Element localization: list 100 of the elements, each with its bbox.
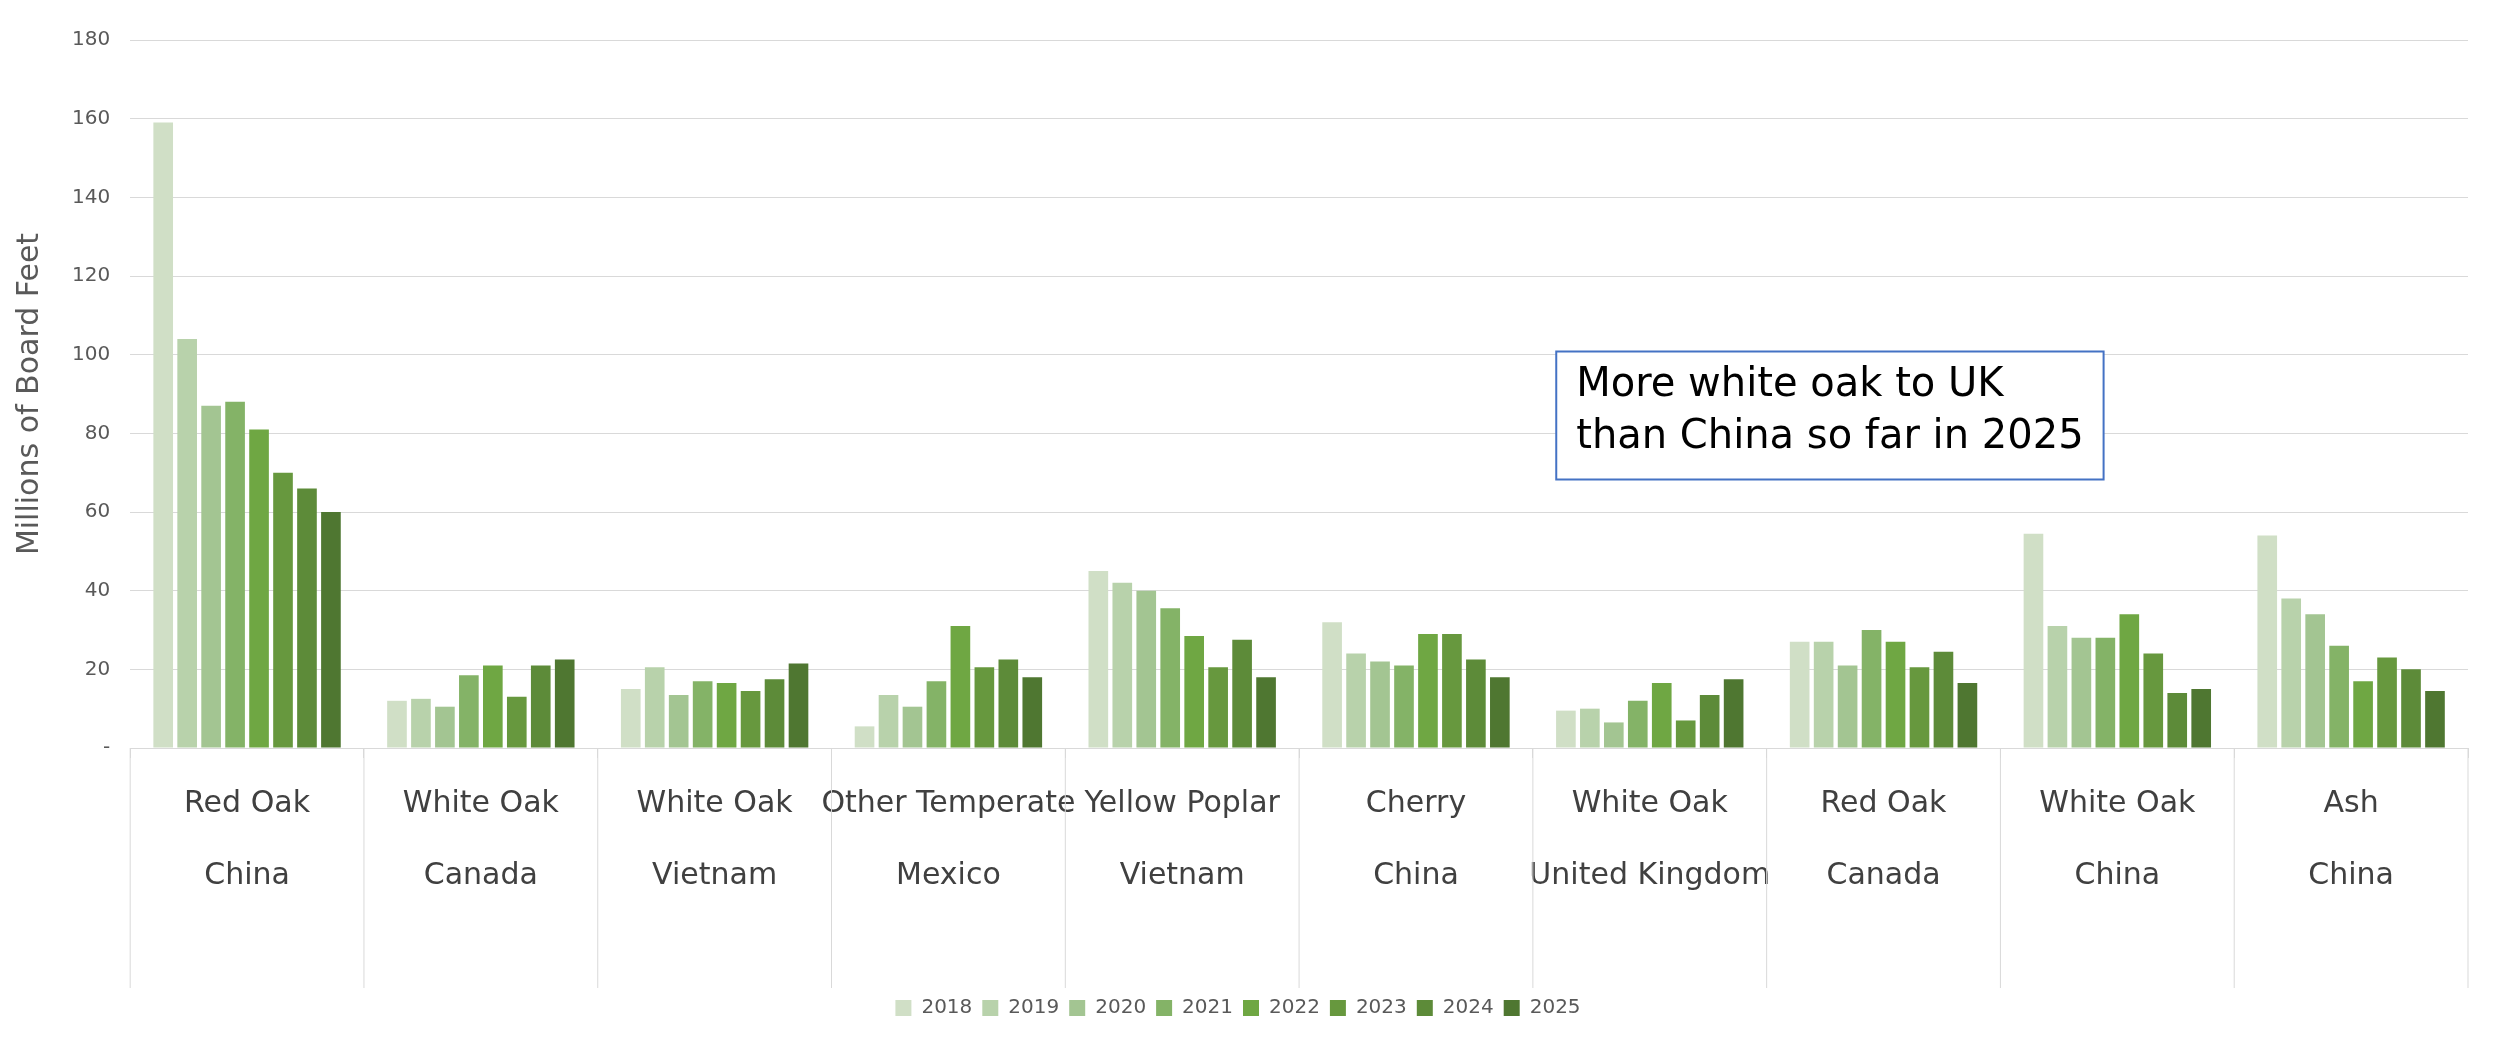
bar: [2329, 645, 2349, 748]
bar: [1627, 700, 1648, 748]
bar: [2353, 681, 2373, 748]
category-label: Yellow Poplar Vietnam: [1084, 783, 1280, 891]
legend-label: 2024: [1442, 994, 1494, 1019]
bar: [1442, 633, 1462, 748]
category-label: White Oak United Kingdom: [1529, 783, 1771, 891]
y-tick-label: 140: [71, 183, 111, 208]
bar: [854, 726, 875, 748]
bar: [1933, 651, 1954, 748]
bar: [2377, 657, 2397, 748]
bar: [1466, 659, 1486, 748]
bar: [740, 690, 761, 748]
bar: [692, 681, 713, 748]
category-label: Ash China: [2308, 783, 2394, 891]
bar: [2023, 533, 2044, 748]
bar: [153, 122, 174, 748]
bar: [2257, 535, 2278, 748]
bar: [225, 401, 245, 748]
bar: [177, 338, 197, 748]
y-tick-label: 180: [71, 26, 111, 51]
category-label: White Oak China: [2039, 783, 2196, 891]
y-tick-label: 40: [84, 576, 111, 601]
bar: [1232, 639, 1252, 748]
bar: [1580, 708, 1600, 748]
bar: [249, 429, 269, 748]
bar: [1651, 683, 1672, 748]
bar: [716, 683, 737, 748]
bar: [2071, 637, 2092, 748]
legend-label: 2025: [1529, 994, 1581, 1019]
annotation: More white oak to UK than China so far in 2025: [1576, 358, 2084, 457]
bar: [2425, 690, 2445, 748]
y-tick-label: 160: [71, 104, 111, 129]
bar: [1837, 665, 1858, 748]
category-label: Cherry China: [1365, 783, 1467, 891]
y-axis-title: Millions of Board Feet: [9, 232, 45, 556]
bar: [1418, 633, 1438, 748]
bar: [1490, 677, 1510, 748]
bar: [1789, 641, 1810, 748]
legend-label: 2018: [921, 994, 973, 1019]
bar: [1699, 694, 1720, 748]
bar: [387, 700, 407, 748]
bar: [1322, 622, 1342, 748]
bar: [459, 675, 479, 748]
bar: [483, 665, 503, 748]
y-tick-label: 100: [71, 340, 111, 365]
bar: [2167, 692, 2188, 748]
bar: [950, 626, 971, 748]
bar: [1346, 653, 1366, 748]
y-tick-label: -: [102, 734, 111, 759]
bar: [2191, 689, 2212, 748]
bar: [902, 706, 923, 748]
bar: [1603, 722, 1624, 748]
bar: [411, 698, 431, 748]
bar: [974, 667, 995, 748]
bar: [1136, 590, 1157, 748]
bar: [1112, 582, 1133, 748]
bar: [620, 689, 641, 748]
bar: [998, 659, 1019, 748]
legend-label: 2020: [1095, 994, 1147, 1019]
y-tick-label: 120: [71, 262, 111, 287]
category-label: Red Oak Canada: [1820, 783, 1947, 891]
bar: [2095, 637, 2116, 748]
bar: [1088, 571, 1109, 748]
legend-label: 2023: [1355, 994, 1407, 1019]
category-label: Red Oak China: [184, 783, 311, 891]
bar: [1394, 665, 1414, 748]
bar: [1022, 677, 1043, 748]
bar: [201, 405, 221, 748]
category-label: White Oak Vietnam: [636, 783, 793, 891]
bar: [668, 694, 689, 748]
y-tick-label: 80: [84, 419, 111, 444]
bar: [1208, 667, 1228, 748]
bar: [1861, 630, 1882, 748]
bar: [1813, 641, 1834, 748]
bar: [1909, 667, 1930, 748]
bar: [764, 679, 785, 748]
bar: [2305, 614, 2325, 748]
bar: [1675, 720, 1696, 748]
bar: [321, 512, 341, 748]
legend-label: 2019: [1008, 994, 1060, 1019]
bar: [273, 472, 293, 748]
bar: [1885, 641, 1906, 748]
bar: [2143, 653, 2164, 748]
category-label: White Oak Canada: [402, 783, 559, 891]
bar: [1957, 683, 1978, 748]
bar: [878, 694, 899, 748]
bar: [554, 659, 575, 748]
bar: [297, 488, 317, 748]
category-label: Other Temperate Mexico: [821, 783, 1076, 891]
bar: [1256, 677, 1276, 748]
bar: [2401, 669, 2421, 748]
bar: [2047, 626, 2068, 748]
bar: [1556, 710, 1576, 748]
y-tick-label: 20: [84, 655, 111, 680]
legend-label: 2021: [1182, 994, 1234, 1019]
bar: [2119, 614, 2140, 748]
bar: [644, 667, 665, 748]
legend-label: 2022: [1269, 994, 1320, 1019]
bar: [1370, 661, 1390, 748]
